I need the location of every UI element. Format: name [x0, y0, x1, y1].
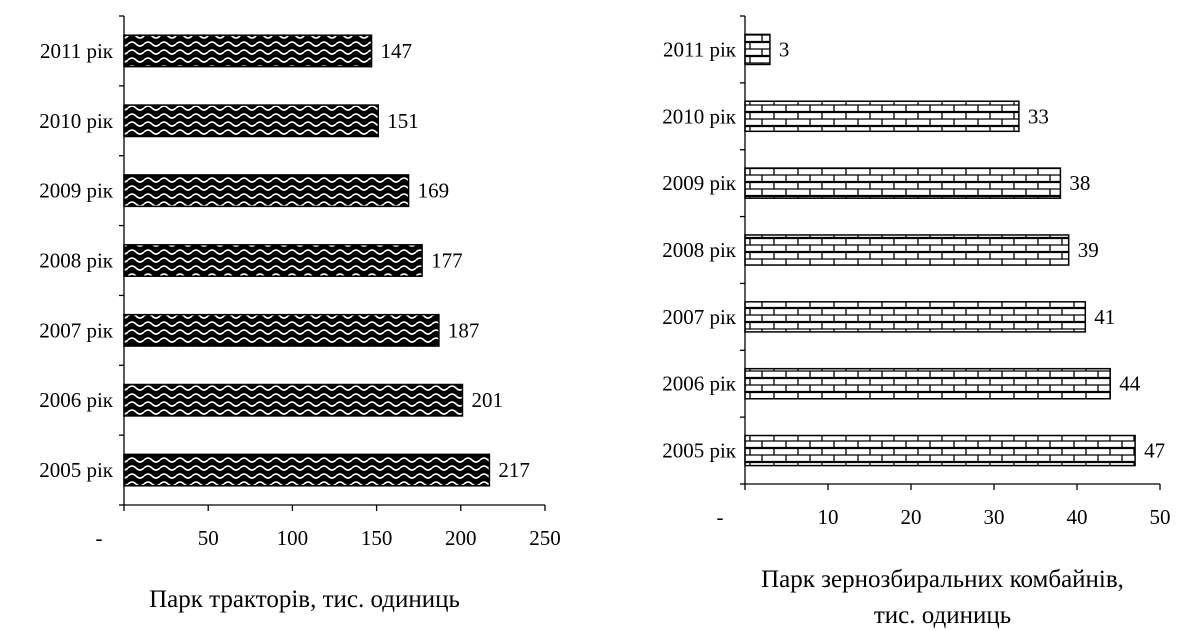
x-tick-label: 50 — [198, 526, 219, 550]
category-label: 2010 рік — [662, 104, 737, 128]
x-tick-label: 50 — [1150, 505, 1171, 529]
x-tick-label: 20 — [901, 505, 922, 529]
x-tick-label: 150 — [361, 526, 393, 550]
category-label: 2011 рік — [40, 39, 114, 63]
bar — [123, 244, 423, 277]
x-tick-label: 100 — [277, 526, 309, 550]
bar — [744, 167, 1062, 199]
bar — [744, 367, 1111, 400]
data-label: 47 — [1144, 439, 1165, 463]
data-label: 38 — [1069, 171, 1090, 195]
data-label: 39 — [1078, 238, 1099, 262]
category-label: 2006 рік — [39, 388, 114, 412]
bar — [123, 383, 464, 417]
bar — [744, 100, 1020, 133]
bar — [123, 104, 380, 138]
data-label: 41 — [1094, 305, 1115, 329]
x-tick-label: - — [717, 505, 724, 529]
data-label: 169 — [418, 179, 450, 203]
category-label: 2011 рік — [663, 37, 737, 61]
x-axis-title: тис. одиниць — [874, 602, 1011, 629]
harvesters-chart: 47 2005 рік 44 2006 рік 41 2007 рік 39 2008 рік… — [662, 15, 1171, 629]
category-label: 2008 рік — [662, 238, 737, 262]
tractors-chart: 217 2005 рік 201 2006 рік 187 2007 рік 177 2008… — [39, 15, 561, 613]
data-label: 151 — [387, 109, 419, 133]
x-tick-label: 40 — [1067, 505, 1088, 529]
bar — [744, 434, 1136, 467]
x-axis-title: Парк зернозбиральних комбайнів, — [761, 566, 1124, 593]
bar — [744, 301, 1087, 333]
bar — [123, 34, 373, 68]
x-tick-label: 250 — [529, 526, 561, 550]
category-label: 2009 рік — [662, 171, 737, 195]
x-tick-label: 10 — [818, 505, 839, 529]
category-label: 2007 рік — [662, 305, 737, 329]
data-label: 217 — [498, 458, 529, 482]
data-label: 177 — [431, 249, 463, 273]
category-label: 2007 рік — [39, 318, 114, 342]
category-label: 2010 рік — [39, 109, 114, 133]
data-label: 187 — [448, 318, 480, 342]
data-label: 201 — [471, 388, 503, 412]
data-label: 147 — [381, 39, 413, 63]
x-tick-label: 200 — [445, 526, 477, 550]
category-label: 2009 рік — [39, 179, 114, 203]
bar — [744, 33, 771, 66]
data-label: 33 — [1028, 104, 1049, 128]
bar — [123, 313, 440, 347]
x-tick-label: - — [96, 526, 103, 550]
bar — [744, 234, 1070, 266]
bar — [123, 174, 410, 208]
x-tick-label: 30 — [984, 505, 1005, 529]
x-axis-title: Парк тракторів, тис. одиниць — [149, 586, 460, 613]
category-label: 2006 рік — [662, 372, 737, 396]
data-label: 44 — [1119, 372, 1141, 396]
category-label: 2005 рік — [662, 439, 737, 463]
bar — [123, 453, 491, 487]
category-label: 2005 рік — [39, 458, 114, 482]
category-label: 2008 рік — [39, 249, 114, 273]
data-label: 3 — [779, 37, 790, 61]
